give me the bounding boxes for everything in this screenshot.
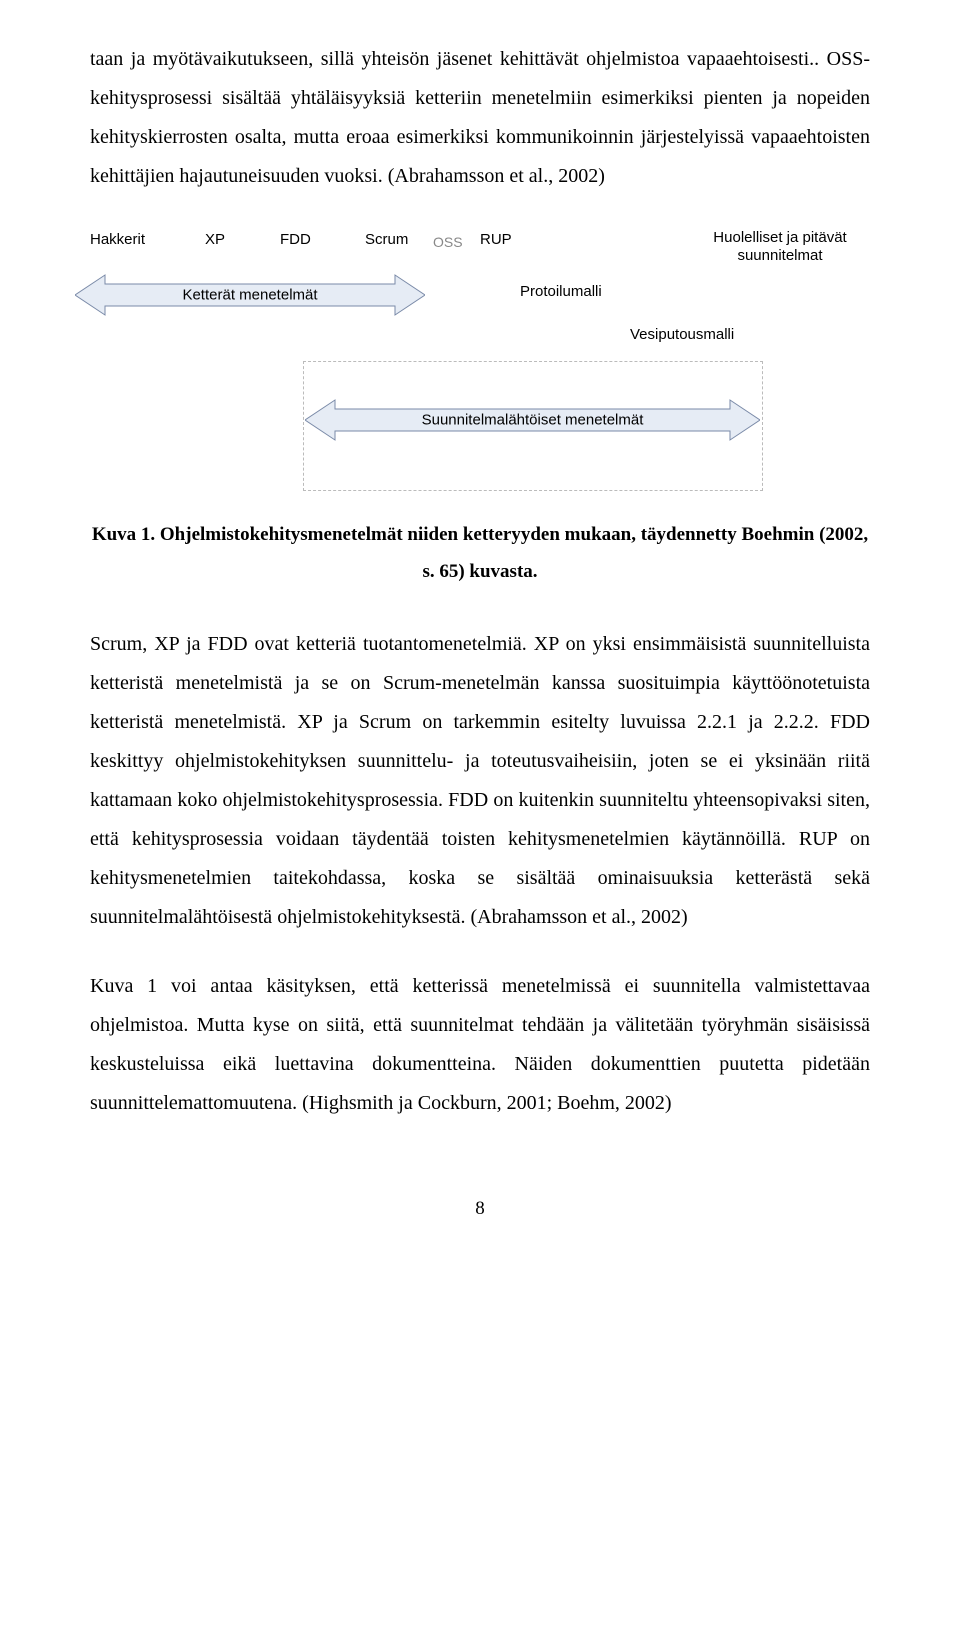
label-fdd: FDD xyxy=(280,231,311,248)
label-protoilumalli: Protoilumalli xyxy=(520,283,602,300)
figure-caption-text: Kuva 1. Ohjelmistokehitysmenetelmät niid… xyxy=(92,524,868,582)
arrow-suunnitelma-label: Suunnitelmalähtöiset menetelmät xyxy=(422,412,644,429)
label-huolelliset-line1: Huolelliset ja pitävät xyxy=(713,229,846,246)
label-scrum: Scrum xyxy=(365,231,408,248)
figure-caption: Kuva 1. Ohjelmistokehitysmenetelmät niid… xyxy=(90,516,870,590)
label-huolelliset: Huolelliset ja pitävät suunnitelmat xyxy=(680,229,880,265)
arrow-ketterat: Ketterät menetelmät xyxy=(75,271,425,319)
label-rup: RUP xyxy=(480,231,512,248)
arrow-suunnitelma: Suunnitelmalähtöiset menetelmät xyxy=(305,396,760,444)
page-number: 8 xyxy=(90,1198,870,1220)
body-paragraph-3: Kuva 1 voi antaa käsityksen, että ketter… xyxy=(90,967,870,1123)
label-vesiputousmalli: Vesiputousmalli xyxy=(630,326,734,343)
arrow-ketterat-label: Ketterät menetelmät xyxy=(182,287,317,304)
label-huolelliset-line2: suunnitelmat xyxy=(737,247,822,264)
intro-paragraph: taan ja myötävaikutukseen, sillä yhteisö… xyxy=(90,40,870,196)
body-paragraph-2: Scrum, XP ja FDD ovat ketteriä tuotantom… xyxy=(90,625,870,937)
label-xp: XP xyxy=(205,231,225,248)
methods-diagram: Hakkerit XP FDD Scrum OSS RUP Huolellise… xyxy=(90,231,870,491)
label-hakkerit: Hakkerit xyxy=(90,231,145,248)
diagram-top-labels: Hakkerit XP FDD Scrum OSS RUP Huolellise… xyxy=(90,231,870,256)
label-oss: OSS xyxy=(433,234,463,250)
